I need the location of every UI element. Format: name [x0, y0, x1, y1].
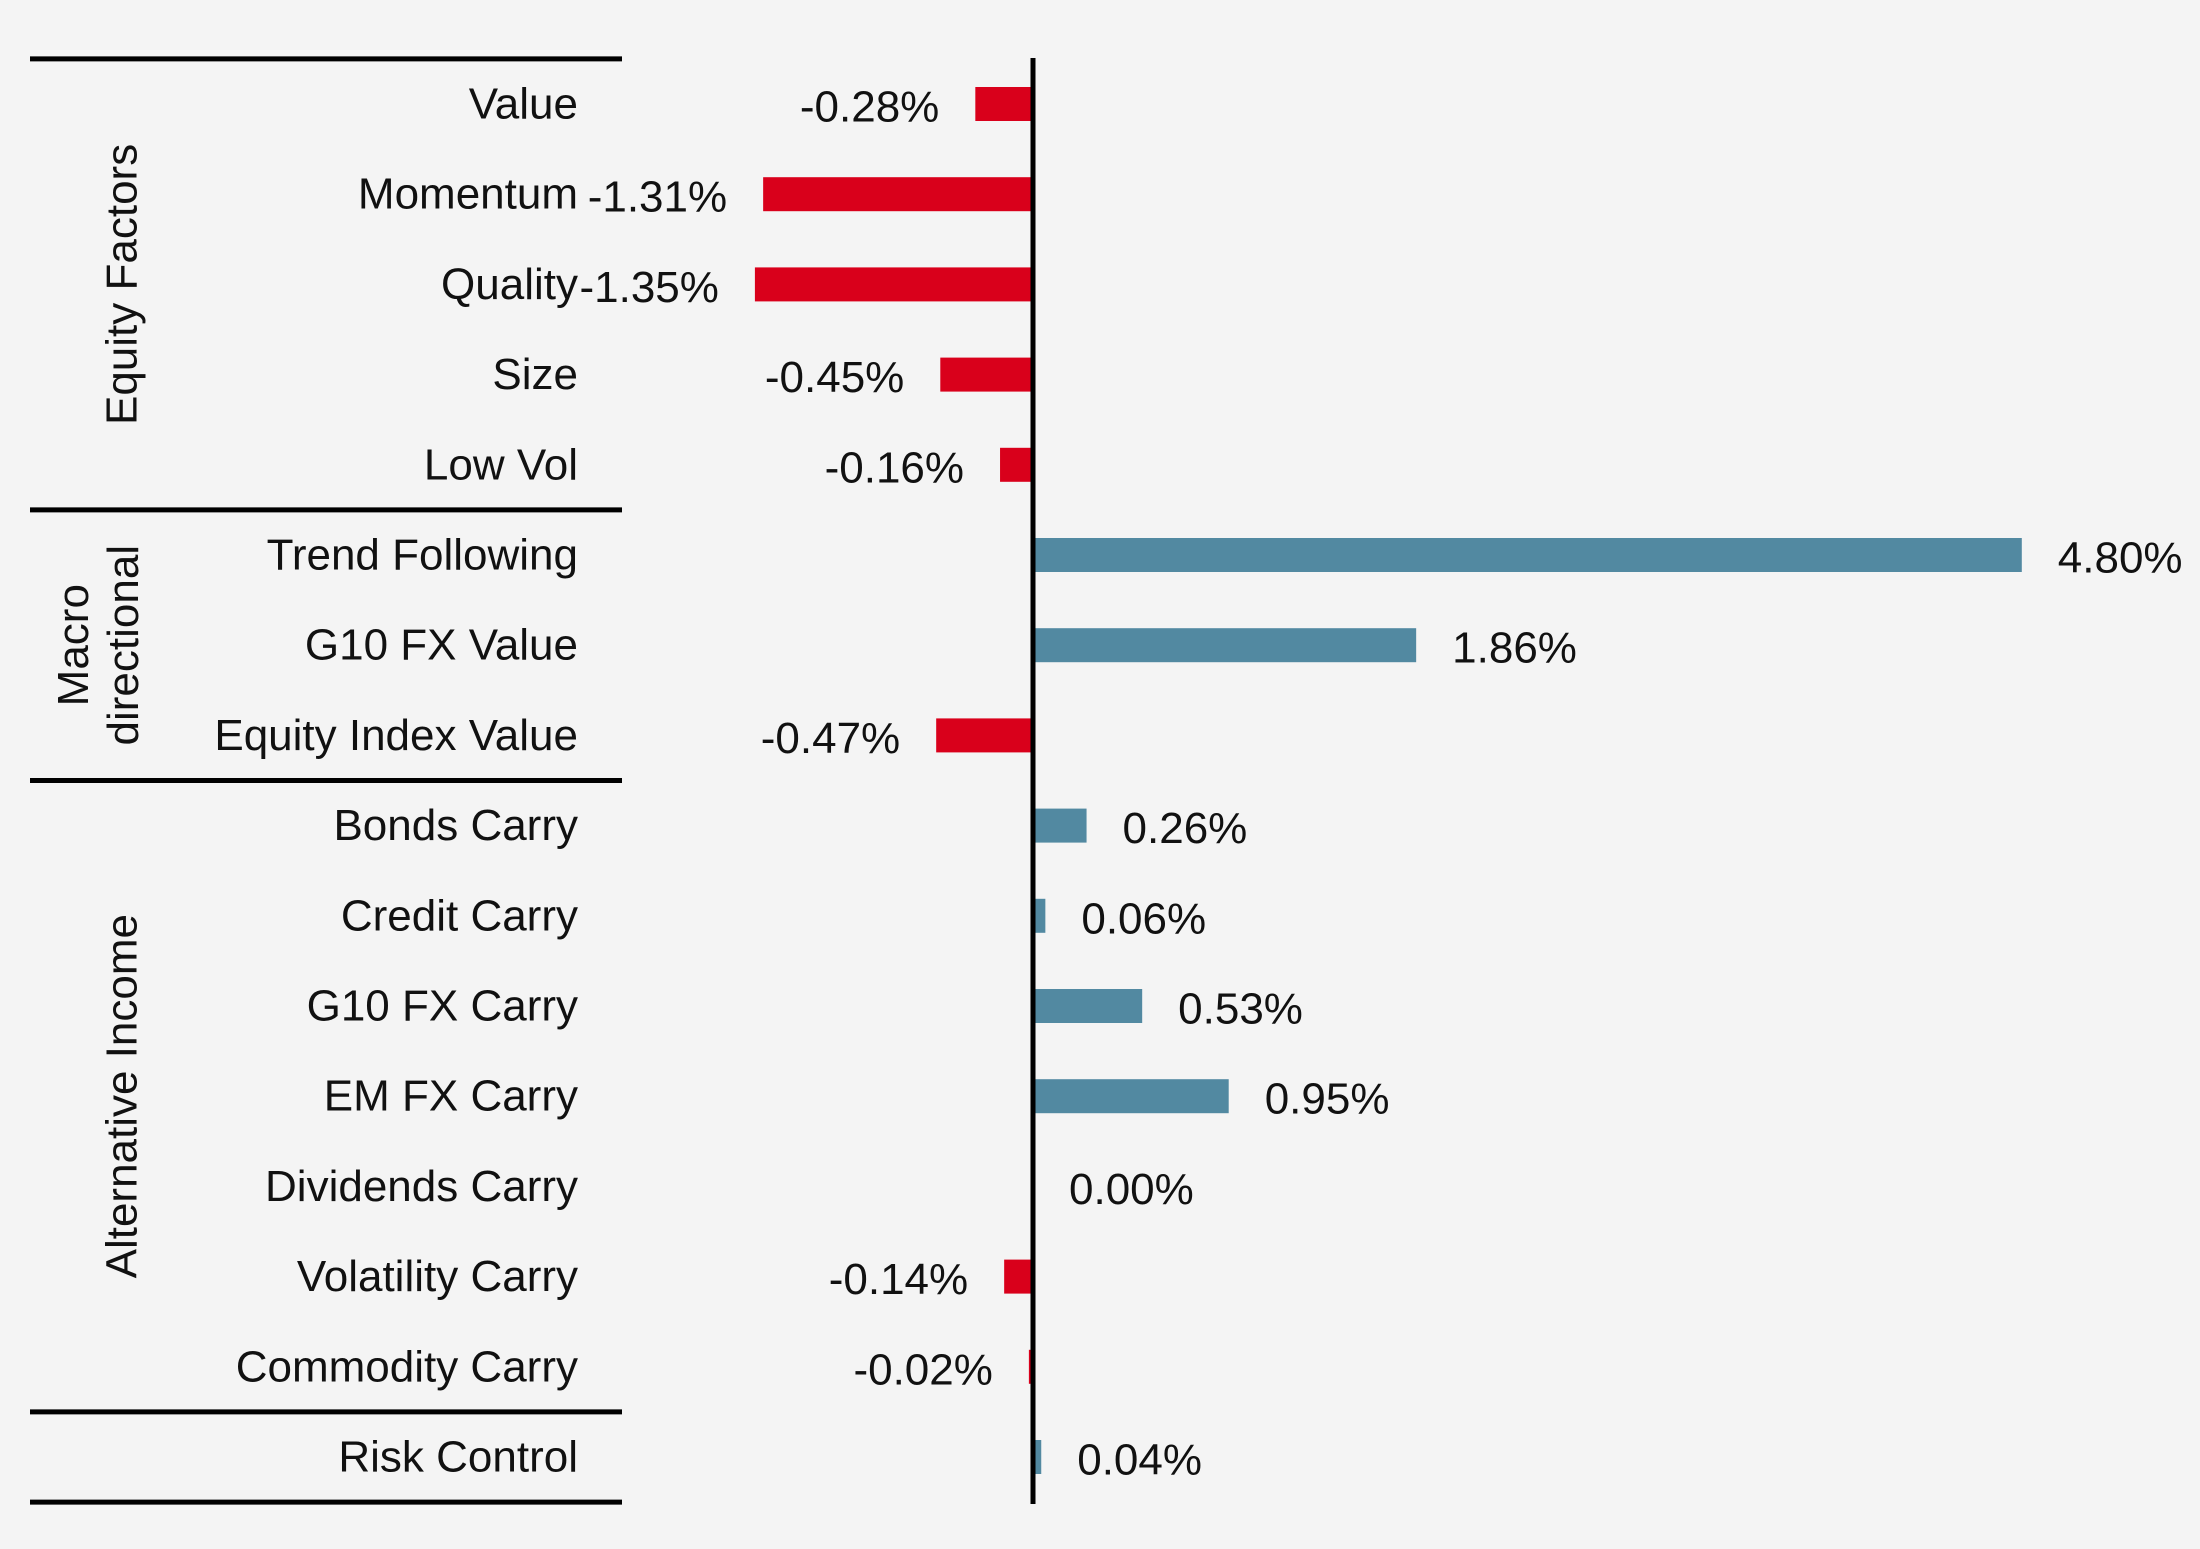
data-label-size: -0.45%: [765, 353, 904, 402]
data-label-volatility-carry: -0.14%: [829, 1255, 968, 1304]
category-label-momentum: Momentum: [358, 170, 578, 219]
bar-credit-carry: [1033, 898, 1046, 933]
data-label-trend-following: 4.80%: [2058, 534, 2183, 583]
data-label-value: -0.28%: [800, 83, 939, 132]
group-label-line: directional: [99, 545, 148, 746]
category-label-em-fx-carry: EM FX Carry: [324, 1072, 578, 1121]
bar-value: [975, 87, 1033, 121]
category-label-g10-fx-value: G10 FX Value: [305, 621, 578, 670]
bar-risk-control: [1033, 1440, 1042, 1474]
data-label-risk-control: 0.04%: [1077, 1436, 1202, 1485]
data-label-equity-index-value: -0.47%: [761, 714, 900, 763]
data-label-low-vol: -0.16%: [825, 443, 964, 492]
data-label-quality: -1.35%: [579, 263, 718, 312]
bar-g10-fx-carry: [1033, 989, 1143, 1023]
bar-trend-following: [1033, 538, 2022, 572]
category-label-credit-carry: Credit Carry: [341, 891, 578, 940]
bar-low-vol: [1000, 447, 1033, 482]
category-label-bonds-carry: Bonds Carry: [333, 801, 578, 850]
bar-volatility-carry: [1004, 1259, 1033, 1294]
group-label-line: Macro: [49, 584, 98, 706]
data-label-credit-carry: 0.06%: [1081, 894, 1206, 943]
category-label-trend-following: Trend Following: [267, 531, 578, 580]
category-label-low-vol: Low Vol: [424, 440, 578, 489]
bar-g10-fx-value: [1033, 628, 1417, 663]
group-label-alternative-income: Alternative Income: [98, 914, 147, 1278]
data-label-em-fx-carry: 0.95%: [1265, 1075, 1390, 1124]
bar-size: [940, 357, 1033, 392]
bar-bonds-carry: [1033, 808, 1087, 843]
data-label-dividends-carry: 0.00%: [1069, 1165, 1194, 1214]
category-label-volatility-carry: Volatility Carry: [297, 1252, 578, 1301]
category-label-equity-index-value: Equity Index Value: [214, 711, 578, 760]
category-label-size: Size: [492, 350, 578, 399]
category-label-dividends-carry: Dividends Carry: [265, 1162, 578, 1211]
data-label-g10-fx-value: 1.86%: [1452, 624, 1577, 673]
group-label-macro-directional: Macrodirectional: [49, 545, 148, 746]
category-label-risk-control: Risk Control: [338, 1433, 578, 1482]
category-label-commodity-carry: Commodity Carry: [236, 1342, 578, 1391]
bar-equity-index-value: [936, 718, 1033, 753]
category-label-quality: Quality: [441, 260, 578, 309]
bar-momentum: [763, 177, 1033, 212]
bar-quality: [754, 267, 1033, 302]
bar-em-fx-carry: [1033, 1079, 1229, 1114]
data-label-commodity-carry: -0.02%: [853, 1345, 992, 1394]
data-label-g10-fx-carry: 0.53%: [1178, 985, 1303, 1034]
group-label-equity-factors: Equity Factors: [98, 144, 147, 425]
data-label-bonds-carry: 0.26%: [1123, 804, 1248, 853]
category-label-value: Value: [469, 80, 578, 129]
data-label-momentum: -1.31%: [588, 173, 727, 222]
category-label-g10-fx-carry: G10 FX Carry: [307, 982, 578, 1031]
